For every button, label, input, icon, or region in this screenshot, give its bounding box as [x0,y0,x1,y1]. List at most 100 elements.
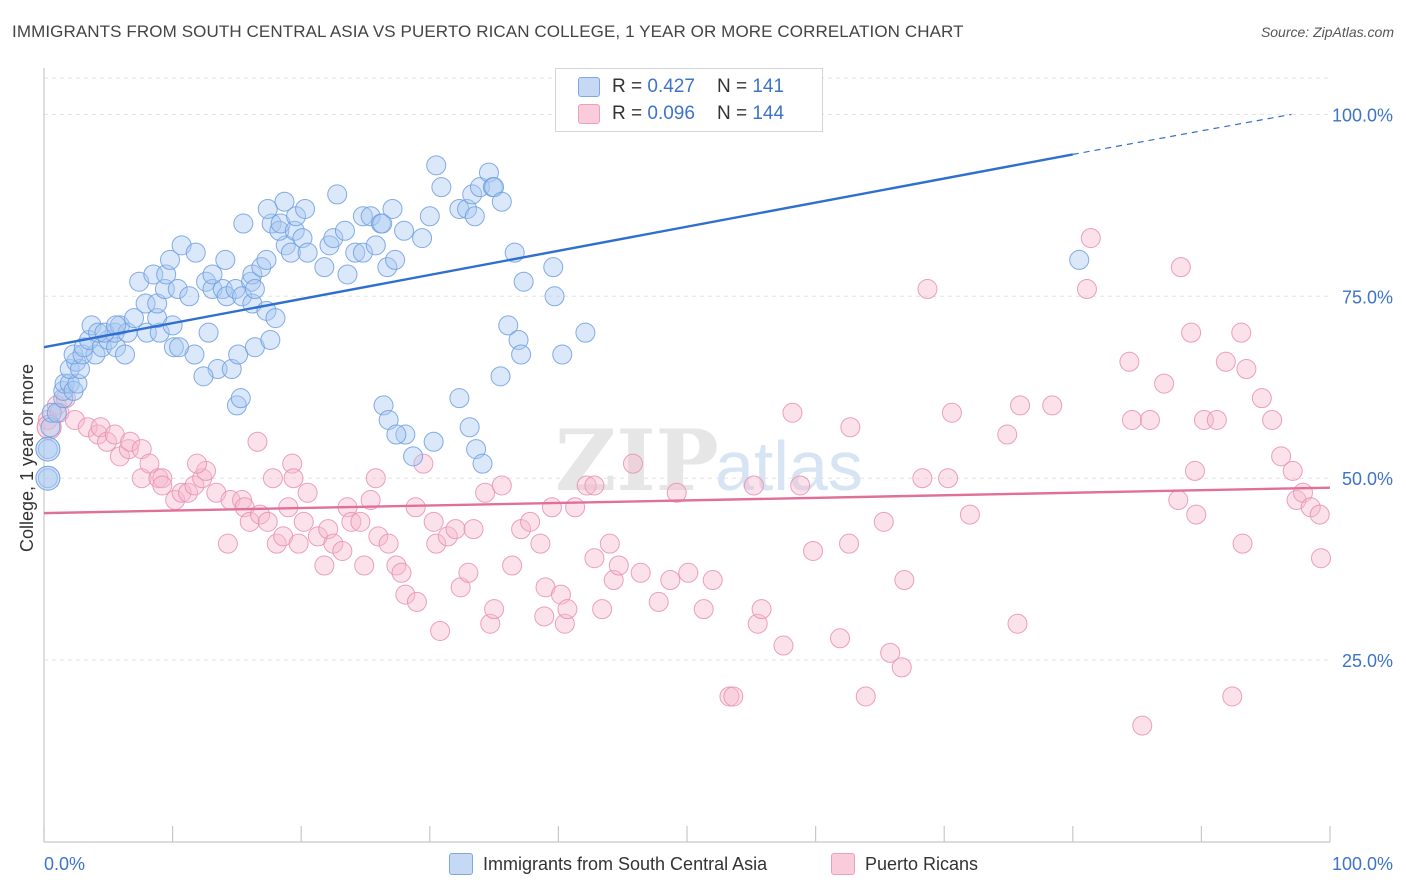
point-south-central-asia [462,184,483,205]
point-south-central-asia [124,308,145,329]
legend-r-value-pink: 0.096 [647,103,695,124]
point-south-central-asia [251,257,272,278]
point-puerto-ricans [584,475,605,496]
point-south-central-asia [274,191,295,212]
point-puerto-ricans [1215,351,1236,372]
point-puerto-ricans [608,555,629,576]
point-puerto-ricans [891,657,912,678]
bottom-legend-swatch-pink [831,853,855,875]
point-puerto-ricans [257,511,278,532]
point-puerto-ricans [1186,504,1207,525]
point-puerto-ricans [288,533,309,554]
point-puerto-ricans [565,497,586,518]
legend-n-label: N = [716,103,748,124]
point-puerto-ricans [1309,504,1330,525]
point-puerto-ricans [187,453,208,474]
point-south-central-asia [115,344,136,365]
point-south-central-asia [513,271,534,292]
point-south-central-asia [472,453,493,474]
point-puerto-ricans [520,511,541,532]
legend-row-blue: R = 0.427 N = 141 [578,74,784,100]
point-south-central-asia [552,344,573,365]
point-south-central-asia [360,206,381,227]
point-south-central-asia [193,366,214,387]
y-tick-label: 75.0% [1342,287,1393,307]
point-south-central-asia [412,228,433,249]
point-puerto-ricans [332,540,353,561]
point-south-central-asia [35,465,61,491]
point-south-central-asia [215,249,236,270]
point-puerto-ricans [912,468,933,489]
bottom-legend-label-pink: Puerto Ricans [865,853,979,874]
point-puerto-ricans [491,475,512,496]
point-puerto-ricans [630,562,651,583]
point-south-central-asia [160,249,181,270]
point-puerto-ricans [217,533,238,554]
point-south-central-asia [228,344,249,365]
point-south-central-asia [244,279,265,300]
point-puerto-ricans [782,402,803,423]
point-puerto-ricans [297,482,318,503]
x-tick-label-right: 100.0% [1332,854,1393,874]
x-tick-label-left: 0.0% [44,854,85,874]
point-puerto-ricans [894,570,915,591]
point-south-central-asia [382,198,403,219]
point-puerto-ricans [423,511,444,532]
point-south-central-asia [459,417,480,438]
point-south-central-asia [135,293,156,314]
point-puerto-ricans [1271,446,1292,467]
point-puerto-ricans [959,504,980,525]
point-puerto-ricans [743,475,764,496]
point-south-central-asia [232,286,253,307]
point-south-central-asia [257,198,278,219]
point-puerto-ricans [1181,322,1202,343]
bottom-legend-label-blue: Immigrants from South Central Asia [483,853,768,874]
point-puerto-ricans [1222,686,1243,707]
series-puerto-ricans [36,228,1331,736]
point-puerto-ricans [1121,409,1142,430]
y-tick-label: 50.0% [1342,469,1393,489]
point-south-central-asia [169,337,190,358]
point-south-central-asia [372,213,393,234]
point-south-central-asia [198,322,219,343]
point-puerto-ricans [1139,409,1160,430]
point-south-central-asia [337,264,358,285]
legend-swatch-blue [578,77,600,97]
point-south-central-asia [394,220,415,241]
point-puerto-ricans [941,402,962,423]
point-puerto-ricans [350,511,371,532]
point-south-central-asia [511,344,532,365]
point-south-central-asia [543,257,564,278]
point-puerto-ricans [1262,409,1283,430]
point-puerto-ricans [475,482,496,503]
point-puerto-ricans [97,431,118,452]
point-south-central-asia [233,213,254,234]
trend-line-blue [43,153,1074,349]
trend-line-blue-extension [1072,113,1292,155]
point-puerto-ricans [678,562,699,583]
point-puerto-ricans [830,628,851,649]
point-puerto-ricans [599,533,620,554]
point-south-central-asia [464,206,485,227]
y-tick-label: 25.0% [1342,651,1393,671]
axis-labels: 25.0% 50.0% 75.0% 100.0% 0.0% 100.0% College, … [17,105,1393,874]
point-south-central-asia [544,286,565,307]
point-south-central-asia [185,242,206,263]
point-puerto-ricans [702,570,723,591]
point-puerto-ricans [660,570,681,591]
point-puerto-ricans [622,453,643,474]
point-puerto-ricans [406,591,427,612]
point-puerto-ricans [790,475,811,496]
point-puerto-ricans [386,555,407,576]
legend-n-value-blue: 141 [752,76,785,97]
point-puerto-ricans [693,599,714,620]
point-puerto-ricans [1310,548,1331,569]
point-south-central-asia [352,206,373,227]
point-puerto-ricans [534,606,555,627]
point-puerto-ricans [262,468,283,489]
point-puerto-ricans [378,533,399,554]
point-puerto-ricans [1282,460,1303,481]
bottom-legend-item-pink: Puerto Ricans [831,850,978,878]
point-puerto-ricans [1251,388,1272,409]
point-puerto-ricans [1042,395,1063,416]
